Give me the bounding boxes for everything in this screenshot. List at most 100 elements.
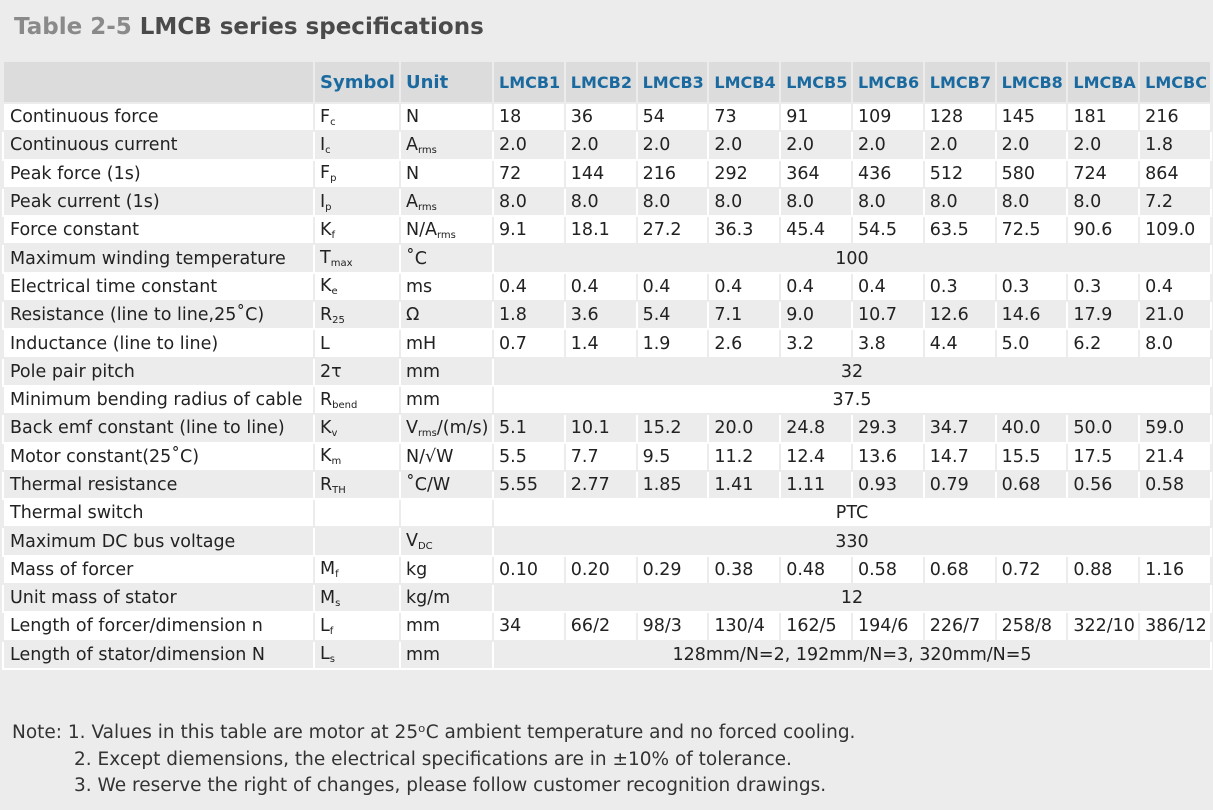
value-cell: 15.5 — [994, 441, 1069, 472]
value-cell: 1.16 — [1138, 554, 1212, 586]
table-row: Pole pair pitch 2τ mm 32 — [2, 356, 1212, 387]
unit-cell: Arms — [399, 130, 494, 161]
value-cell: 21.0 — [1138, 300, 1212, 331]
unit-cell: mm — [399, 356, 494, 387]
symbol-subscript: s — [329, 654, 335, 666]
symbol-base: I — [320, 134, 326, 155]
unit-cell: mm — [399, 639, 494, 670]
header-model-lmcb8: LMCB8 — [994, 60, 1069, 104]
value-cell: 8.0 — [850, 186, 925, 218]
symbol-cell — [313, 526, 401, 557]
table-title-text: LMCB series specifications — [139, 14, 484, 40]
value-cell: 1.8 — [492, 300, 566, 331]
value-cell: 0.58 — [850, 554, 925, 586]
header-model-lmcb6: LMCB6 — [850, 60, 925, 104]
symbol-subscript: c — [330, 116, 336, 128]
header-model-lmcb1: LMCB1 — [492, 60, 566, 104]
value-cell: 13.6 — [850, 441, 925, 472]
value-cell: 98/3 — [635, 611, 710, 642]
value-cell: 1.85 — [635, 469, 710, 501]
value-cell: 3.8 — [850, 328, 925, 359]
value-cell: 7.2 — [1138, 186, 1212, 218]
value-cell: 8.0 — [492, 186, 566, 218]
value-cell: 322/10 — [1066, 611, 1141, 642]
parameter-name: Unit mass of stator — [2, 583, 315, 614]
value-cell: 34.7 — [922, 413, 997, 444]
parameter-name: Maximum DC bus voltage — [2, 526, 315, 557]
parameter-name: Continuous current — [2, 130, 315, 161]
value-cell: 12.6 — [922, 300, 997, 331]
note-3: 3. We reserve the right of changes, plea… — [74, 775, 827, 796]
unit-cell: ˚C — [399, 243, 494, 274]
value-cell: 1.11 — [779, 469, 853, 501]
value-cell: 40.0 — [994, 413, 1069, 444]
value-cell: 0.3 — [994, 271, 1069, 303]
value-cell: 2.0 — [1066, 130, 1141, 161]
value-cell: 36.3 — [707, 215, 782, 246]
value-cell: 0.4 — [635, 271, 710, 303]
symbol-base: K — [320, 446, 332, 467]
header-symbol: Symbol — [313, 60, 401, 104]
symbol-cell: Ic — [313, 130, 401, 161]
parameter-name: Peak current (1s) — [2, 186, 315, 218]
unit-cell: Vrms/(m/s) — [399, 413, 494, 444]
value-cell: 18.1 — [563, 215, 638, 246]
value-cell: 36 — [563, 101, 638, 133]
value-cell: 9.5 — [635, 441, 710, 472]
value-cell: 7.1 — [707, 300, 782, 331]
header-model-lmcba: LMCBA — [1066, 60, 1141, 104]
symbol-cell — [313, 498, 401, 529]
unit-cell: Arms — [399, 186, 494, 218]
parameter-name: Electrical time constant — [2, 271, 315, 303]
value-cell: 8.0 — [1066, 186, 1141, 218]
unit-subscript: DC — [417, 541, 433, 553]
parameter-name: Inductance (line to line) — [2, 328, 315, 359]
parameter-name: Mass of forcer — [2, 554, 315, 586]
value-cell: 7.7 — [563, 441, 638, 472]
unit-cell: kg — [399, 554, 494, 586]
symbol-cell: Km — [313, 441, 401, 472]
unit-tail: /(m/s) — [436, 417, 489, 438]
symbol-base: F — [320, 163, 331, 184]
table-row: Electrical time constant Ke ms 0.4 0.4 0.4 0.4… — [2, 271, 1212, 303]
unit-base: N/√W — [406, 446, 454, 467]
value-cell: 1.41 — [707, 469, 782, 501]
symbol-base: L — [320, 644, 330, 665]
value-cell: 3.6 — [563, 300, 638, 331]
unit-base: kg — [406, 559, 428, 580]
symbol-base: M — [320, 559, 336, 580]
value-cell: 73 — [707, 101, 782, 133]
merged-value-cell: 100 — [492, 243, 1212, 274]
symbol-subscript: p — [330, 173, 337, 185]
parameter-name: Thermal switch — [2, 498, 315, 529]
unit-base: mm — [406, 361, 441, 382]
symbol-subscript: TH — [332, 484, 346, 496]
value-cell: 181 — [1066, 101, 1141, 133]
value-cell: 0.4 — [850, 271, 925, 303]
symbol-subscript: p — [325, 201, 332, 213]
header-model-lmcb2: LMCB2 — [563, 60, 638, 104]
unit-base: V — [406, 417, 418, 438]
merged-value-cell: 330 — [492, 526, 1212, 557]
value-cell: 1.9 — [635, 328, 710, 359]
value-cell: 54 — [635, 101, 710, 133]
header-model-lmcbc: LMCBC — [1138, 60, 1212, 104]
value-cell: 109 — [850, 101, 925, 133]
header-row: Symbol Unit LMCB1 LMCB2 LMCB3 LMCB4 LMCB5 LMC… — [2, 60, 1212, 104]
notes: Note: 1. Values in this table are motor … — [12, 720, 855, 800]
value-cell: 1.4 — [563, 328, 638, 359]
value-cell: 109.0 — [1138, 215, 1212, 246]
value-cell: 91 — [779, 101, 853, 133]
value-cell: 27.2 — [635, 215, 710, 246]
value-cell: 512 — [922, 158, 997, 189]
value-cell: 145 — [994, 101, 1069, 133]
value-cell: 0.93 — [850, 469, 925, 501]
table-row: Maximum winding temperature Tmax ˚C 100 — [2, 243, 1212, 274]
symbol-subscript: m — [331, 456, 342, 468]
symbol-cell: 2τ — [313, 356, 401, 387]
value-cell: 364 — [779, 158, 853, 189]
symbol-cell: Ms — [313, 583, 401, 614]
value-cell: 24.8 — [779, 413, 853, 444]
table-row: Peak force (1s) Fp N 72 144 216 292 364 436 512 58… — [2, 158, 1212, 189]
symbol-base: T — [320, 248, 331, 269]
